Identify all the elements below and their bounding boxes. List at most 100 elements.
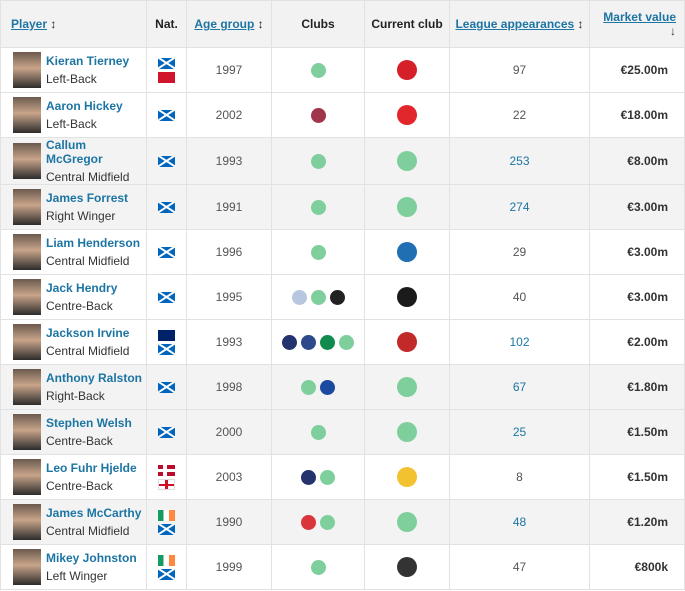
league-appearances[interactable]: 102 [449,319,590,365]
player-photo[interactable] [13,234,41,270]
table-row: Jack Hendry Centre-Back 1995 40 €3.00m [0,274,685,320]
player-name-link[interactable]: Liam Henderson [46,236,141,250]
current-club-crest-icon[interactable] [397,242,417,262]
player-name-link[interactable]: Callum McGregor [46,138,103,166]
current-club-cell [364,319,450,365]
league-appearances: 97 [449,47,590,93]
player-name-link[interactable]: James McCarthy [46,506,142,520]
player-position: Central Midfield [46,170,130,184]
clubs-cell [271,137,365,185]
club-crest-icon[interactable] [301,334,316,350]
club-crest-icon[interactable] [310,424,326,440]
league-appearances: 8 [449,454,590,500]
player-position: Right Winger [46,209,116,223]
club-crest-icon[interactable] [291,289,307,305]
current-club-crest-icon[interactable] [397,467,417,487]
col-age[interactable]: Age group ↕ [186,0,272,48]
current-club-crest-icon[interactable] [397,197,417,217]
sort-icon: ↕ [50,17,57,31]
player-name-link[interactable]: Aaron Hickey [46,99,123,113]
player-photo[interactable] [13,324,41,360]
current-club-crest-icon[interactable] [397,105,417,125]
table-row: Aaron Hickey Left-Back 2002 22 €18.00m [0,92,685,138]
year-cell: 2003 [186,454,272,500]
market-value: €3.00m [589,229,685,275]
club-crest-icon[interactable] [310,153,326,169]
current-club-crest-icon[interactable] [397,377,417,397]
player-name-link[interactable]: Leo Fuhr Hjelde [46,461,137,475]
current-club-crest-icon[interactable] [397,287,417,307]
league-appearances[interactable]: 274 [449,184,590,230]
flag-aus-icon [158,329,175,341]
player-name-link[interactable]: Jackson Irvine [46,326,130,340]
flag-imn-icon [158,71,175,83]
sort-player-link[interactable]: Player [11,17,48,31]
club-crest-icon[interactable] [310,107,326,123]
club-crest-icon[interactable] [310,244,326,260]
col-current: Current club [364,0,450,48]
player-photo[interactable] [13,414,41,450]
current-club-crest-icon[interactable] [397,332,417,352]
club-crest-icon[interactable] [320,514,335,530]
current-club-crest-icon[interactable] [397,151,417,171]
player-name-link[interactable]: Jack Hendry [46,281,118,295]
year-cell: 1991 [186,184,272,230]
player-photo[interactable] [13,189,41,225]
player-name-link[interactable]: Anthony Ralston [46,371,142,385]
club-crest-icon[interactable] [282,334,297,350]
clubs-cell [271,364,365,410]
col-value[interactable]: Market value ↓ [589,0,685,48]
player-name-link[interactable]: Kieran Tierney [46,54,130,68]
club-crest-icon[interactable] [320,379,335,395]
league-appearances[interactable]: 48 [449,499,590,545]
sort-age-link[interactable]: Age group [194,17,255,31]
col-apps[interactable]: League appearances ↕ [449,0,590,48]
player-photo[interactable] [13,279,41,315]
club-crest-icon[interactable] [310,559,326,575]
league-appearances[interactable]: 25 [449,409,590,455]
player-name-link[interactable]: James Forrest [46,191,129,205]
current-club-crest-icon[interactable] [397,512,417,532]
player-photo[interactable] [13,549,41,585]
flag-sco-icon [158,246,175,258]
league-appearances[interactable]: 253 [449,137,590,185]
flag-sco-icon [158,523,175,535]
current-club-crest-icon[interactable] [397,557,417,577]
club-crest-icon[interactable] [320,469,335,485]
player-photo[interactable] [13,504,41,540]
nationality-cell [146,364,187,410]
player-photo[interactable] [13,369,41,405]
col-player[interactable]: Player ↕ [0,0,147,48]
clubs-cell [271,499,365,545]
player-photo[interactable] [13,143,41,179]
player-name-link[interactable]: Stephen Welsh [46,416,132,430]
club-crest-icon[interactable] [339,334,354,350]
sort-apps-link[interactable]: League appearances [455,17,575,31]
nationality-cell [146,409,187,455]
player-photo[interactable] [13,459,41,495]
player-photo[interactable] [13,52,41,88]
league-appearances[interactable]: 67 [449,364,590,410]
club-crest-icon[interactable] [329,289,345,305]
club-crest-icon[interactable] [301,469,316,485]
year-cell: 2000 [186,409,272,455]
league-appearances: 29 [449,229,590,275]
club-crest-icon[interactable] [320,334,335,350]
club-crest-icon[interactable] [301,514,316,530]
current-club-crest-icon[interactable] [397,422,417,442]
current-club-crest-icon[interactable] [397,60,417,80]
club-crest-icon[interactable] [310,289,326,305]
player-photo[interactable] [13,97,41,133]
player-name-link[interactable]: Mikey Johnston [46,551,137,565]
sort-down-icon: ↓ [670,24,676,38]
club-crest-icon[interactable] [310,62,326,78]
market-value: €8.00m [589,137,685,185]
sort-value-link[interactable]: Market value [603,10,676,24]
club-crest-icon[interactable] [310,199,326,215]
player-cell: Leo Fuhr Hjelde Centre-Back [0,454,147,500]
year-cell: 1997 [186,47,272,93]
player-cell: Jack Hendry Centre-Back [0,274,147,320]
club-crest-icon[interactable] [301,379,316,395]
clubs-cell [271,274,365,320]
flag-sco-icon [158,201,175,213]
